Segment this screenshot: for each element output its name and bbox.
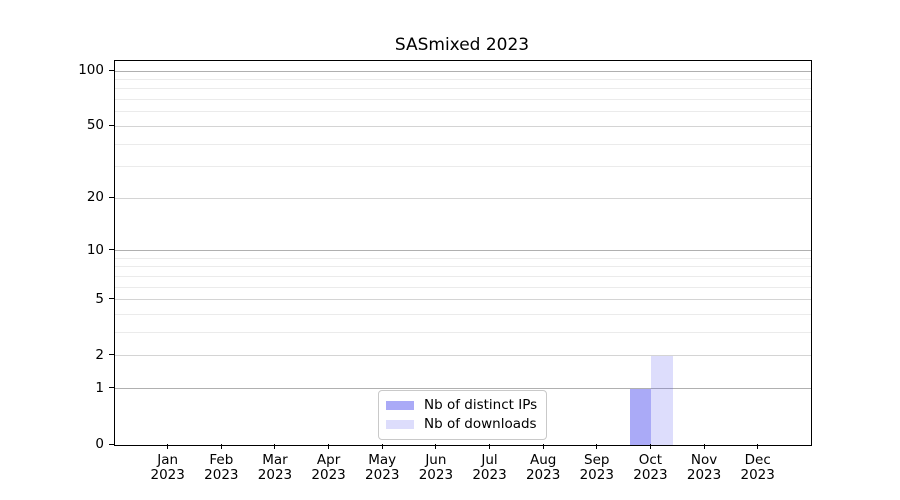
gridline-minor xyxy=(115,266,811,268)
x-tick-label: Apr 2023 xyxy=(297,453,361,482)
x-tick-month: Jan xyxy=(157,452,179,468)
x-tick-label: Aug 2023 xyxy=(511,453,575,482)
gridline-mid xyxy=(115,197,811,199)
legend: Nb of distinct IPs Nb of downloads xyxy=(378,390,548,440)
x-tick-mark xyxy=(328,444,330,449)
legend-label: Nb of distinct IPs xyxy=(424,397,538,413)
x-tick-label: Jun 2023 xyxy=(404,453,468,482)
gridline-minor xyxy=(115,275,811,277)
x-tick-mark xyxy=(489,444,491,449)
y-tick-mark xyxy=(109,196,114,198)
y-tick-label: 10 xyxy=(86,241,104,258)
x-tick-month: May xyxy=(368,452,397,468)
x-tick-month: Dec xyxy=(744,452,771,468)
x-tick-month: Oct xyxy=(638,452,663,468)
x-tick-month: Feb xyxy=(209,452,234,468)
y-tick-mark xyxy=(109,354,114,356)
x-tick-mark xyxy=(596,444,598,449)
x-tick-year: 2023 xyxy=(686,466,722,483)
x-tick-mark xyxy=(757,444,759,449)
bar-downloads xyxy=(651,355,673,445)
bar-layer xyxy=(115,61,811,445)
x-tick-mark xyxy=(542,444,544,449)
y-tick-label: 50 xyxy=(86,117,104,134)
x-tick-month: Aug xyxy=(529,452,557,468)
x-tick-label: Sep 2023 xyxy=(565,453,629,482)
x-tick-year: 2023 xyxy=(418,466,454,483)
gridline-mid xyxy=(115,125,811,127)
gridline-minor xyxy=(115,111,811,113)
legend-label: Nb of downloads xyxy=(424,416,537,432)
y-tick-mark xyxy=(109,249,114,251)
legend-swatch xyxy=(386,401,414,410)
y-tick-mark xyxy=(109,298,114,300)
y-tick-mark xyxy=(109,387,114,389)
legend-swatch xyxy=(386,420,414,429)
y-tick-label: 1 xyxy=(95,379,104,396)
x-tick-year: 2023 xyxy=(525,466,561,483)
gridline-mid xyxy=(115,355,811,357)
x-tick-label: Jan 2023 xyxy=(136,453,200,482)
x-tick-month: Nov xyxy=(690,452,718,468)
grid-layer xyxy=(115,61,811,445)
x-tick-mark xyxy=(649,444,651,449)
gridline-minor xyxy=(115,143,811,145)
x-tick-label: Jul 2023 xyxy=(458,453,522,482)
y-tick-mark xyxy=(109,443,114,445)
y-tick-mark xyxy=(109,69,114,71)
gridline-major xyxy=(115,388,811,390)
y-tick-mark xyxy=(109,124,114,126)
x-tick-label: Nov 2023 xyxy=(672,453,736,482)
x-tick-month: Mar xyxy=(262,452,288,468)
y-tick-label: 0 xyxy=(95,436,104,452)
y-tick-label: 2 xyxy=(95,346,104,363)
x-tick-month: Apr xyxy=(316,452,341,468)
x-tick-mark xyxy=(435,444,437,449)
x-tick-mark xyxy=(167,444,169,449)
x-tick-month: Sep xyxy=(584,452,610,468)
x-tick-label: Dec 2023 xyxy=(726,453,790,482)
gridline-minor xyxy=(115,332,811,334)
x-tick-label: May 2023 xyxy=(350,453,414,482)
x-tick-month: Jul xyxy=(481,452,498,468)
x-tick-year: 2023 xyxy=(579,466,614,483)
plot-area xyxy=(114,60,812,446)
gridline-major xyxy=(115,70,811,72)
gridline-minor xyxy=(115,286,811,288)
gridline-minor xyxy=(115,166,811,168)
x-tick-year: 2023 xyxy=(740,466,775,483)
x-tick-label: Oct 2023 xyxy=(618,453,682,482)
y-tick-label: 20 xyxy=(86,189,104,206)
x-tick-year: 2023 xyxy=(150,466,185,483)
x-tick-year: 2023 xyxy=(472,466,507,483)
y-tick-label: 5 xyxy=(95,290,104,307)
gridline-minor xyxy=(115,257,811,259)
y-tick-label: 100 xyxy=(78,62,104,78)
bar-distinct-ips xyxy=(629,388,652,445)
gridline-minor xyxy=(115,314,811,316)
legend-row: Nb of downloads xyxy=(386,415,537,434)
x-tick-year: 2023 xyxy=(311,466,346,483)
gridline-minor xyxy=(115,88,811,90)
legend-row: Nb of distinct IPs xyxy=(386,396,537,415)
x-tick-year: 2023 xyxy=(204,466,239,483)
x-tick-label: Mar 2023 xyxy=(243,453,307,482)
x-tick-year: 2023 xyxy=(365,466,400,483)
gridline-minor xyxy=(115,78,811,80)
gridline-major xyxy=(115,250,811,252)
gridline-mid xyxy=(115,299,811,301)
x-tick-label: Feb 2023 xyxy=(189,453,253,482)
x-tick-year: 2023 xyxy=(633,466,668,483)
x-tick-year: 2023 xyxy=(257,466,293,483)
x-tick-mark xyxy=(381,444,383,449)
x-tick-month: Jun xyxy=(425,452,447,468)
gridline-minor xyxy=(115,99,811,101)
x-tick-mark xyxy=(274,444,276,449)
chart-title: SASmixed 2023 xyxy=(394,35,530,55)
x-tick-mark xyxy=(703,444,705,449)
x-tick-mark xyxy=(220,444,222,449)
